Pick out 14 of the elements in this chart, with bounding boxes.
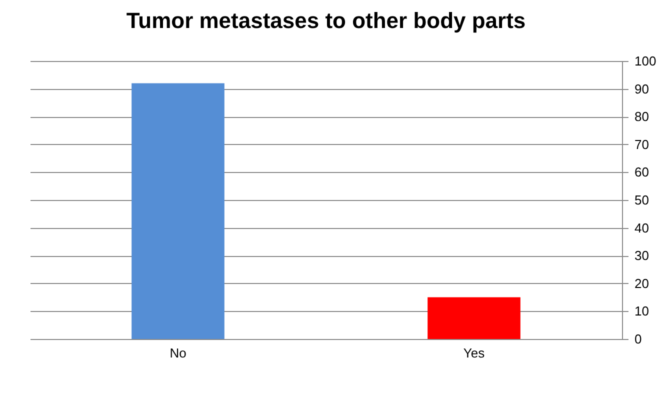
y-tick-label: 20: [634, 276, 649, 291]
y-tick-label: 80: [634, 109, 649, 124]
y-tick-label: 90: [634, 81, 649, 96]
y-tick-label: 10: [634, 304, 649, 319]
y-tick-label: 0: [634, 332, 642, 346]
y-tick-label: 70: [634, 136, 649, 152]
x-tick-label: Yes: [463, 346, 486, 360]
chart-title: Tumor metastases to other body parts: [126, 8, 526, 33]
y-tick-label: 30: [634, 248, 649, 264]
y-tick-label: 50: [634, 192, 649, 208]
y-tick-label: 40: [634, 220, 649, 236]
x-tick-label: No: [170, 346, 186, 360]
y-tick-label: 60: [634, 164, 649, 180]
y-tick-label: 100: [634, 54, 656, 68]
